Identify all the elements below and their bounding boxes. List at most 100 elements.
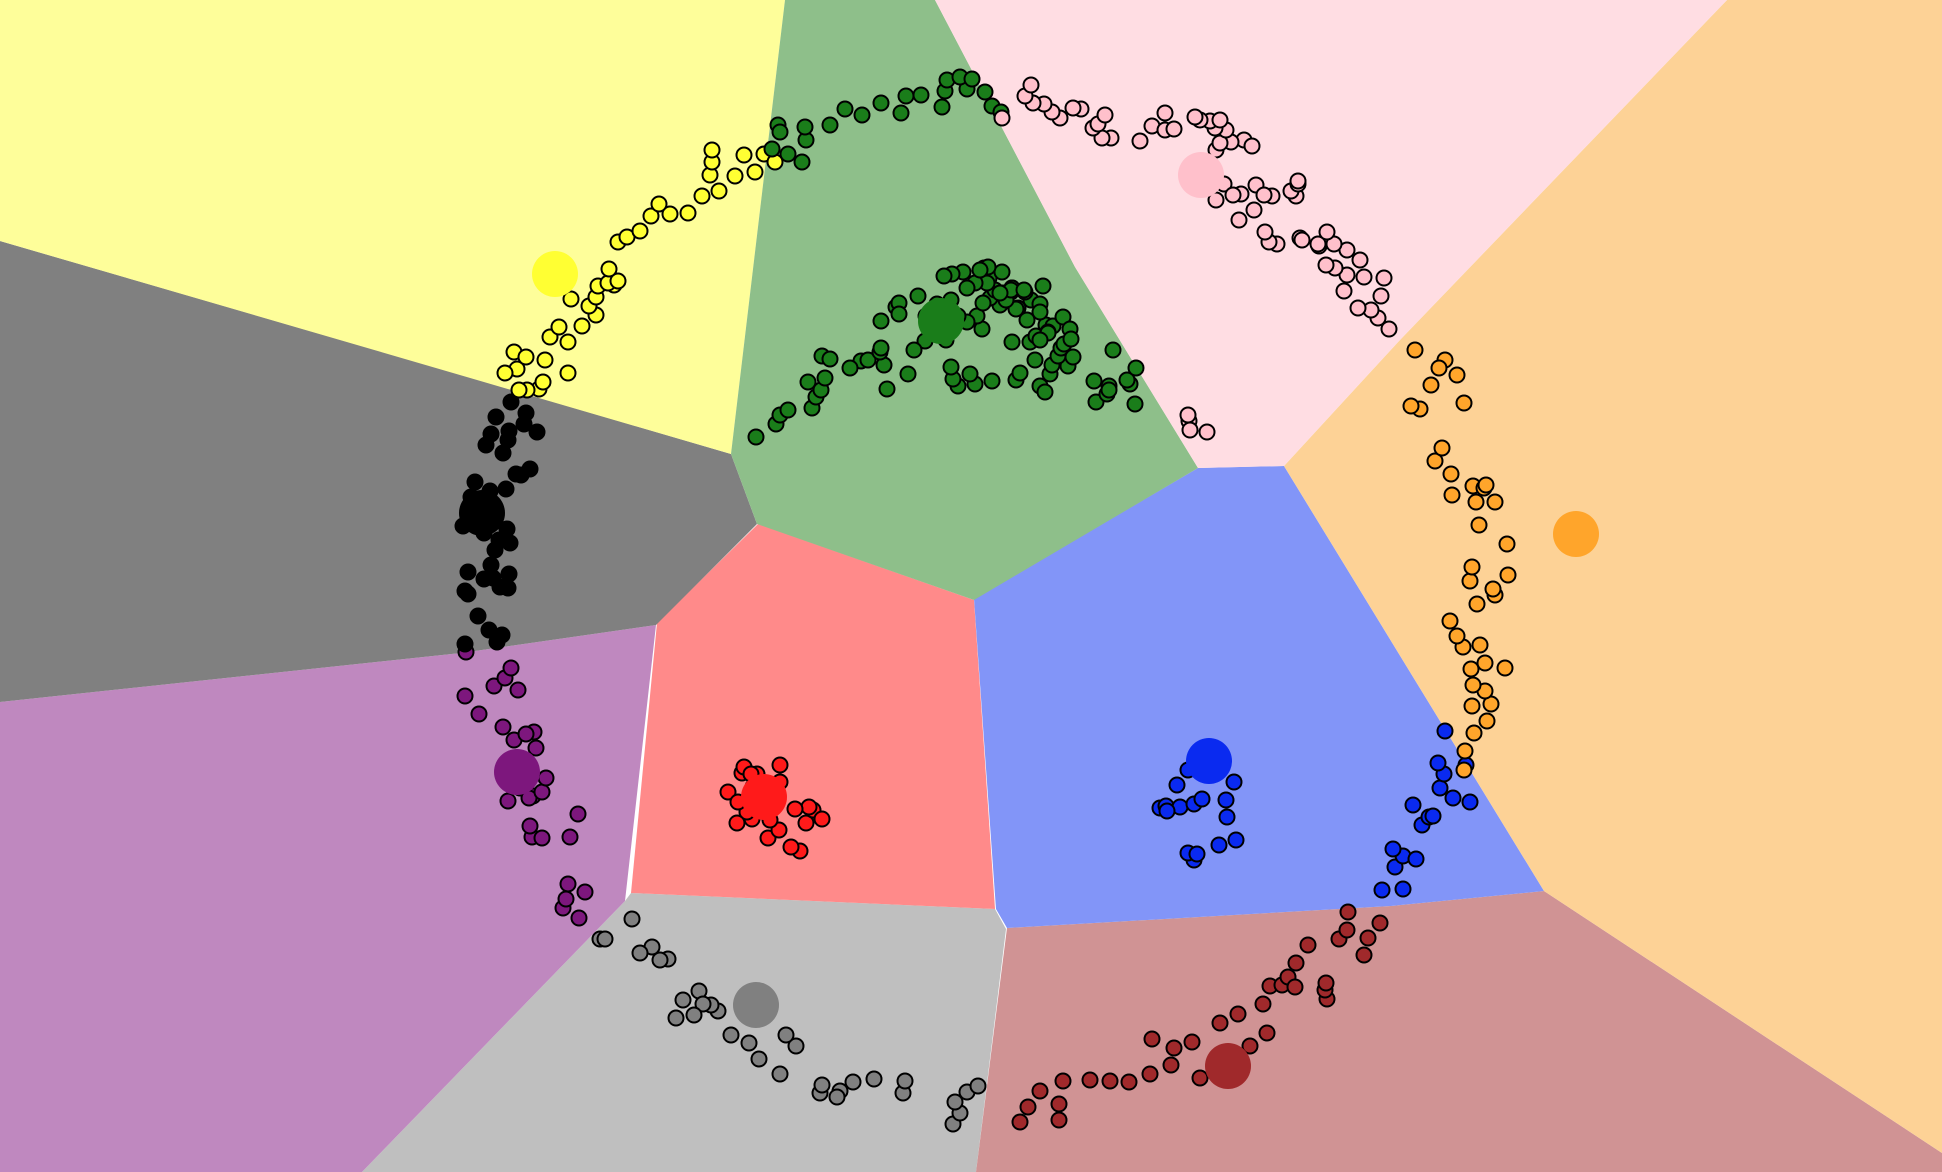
point-gray-10 xyxy=(828,1088,846,1106)
point-pink-11 xyxy=(1355,268,1373,286)
point-purple-3 xyxy=(576,883,594,901)
point-green-6 xyxy=(799,373,817,391)
point-orange-38 xyxy=(1406,341,1424,359)
centroid-yellow xyxy=(532,251,578,297)
point-red-13 xyxy=(719,783,737,801)
point-orange-29 xyxy=(1477,476,1495,494)
point-yellow-26 xyxy=(631,222,649,240)
point-gray-7 xyxy=(865,1070,883,1088)
point-green-33 xyxy=(1064,348,1082,366)
point-yellow-11 xyxy=(559,333,577,351)
point-yellow-14 xyxy=(550,318,568,336)
point-green-112 xyxy=(821,116,839,134)
region-orange xyxy=(1284,0,1942,1153)
point-orange-39 xyxy=(1430,359,1448,377)
point-purple-9 xyxy=(521,817,539,835)
point-orange-27 xyxy=(1467,493,1485,511)
point-green-118 xyxy=(897,87,915,105)
cluster-centroids xyxy=(459,152,1599,1089)
point-brown-11 xyxy=(1165,1039,1183,1057)
point-black-11 xyxy=(499,579,517,597)
point-black-35 xyxy=(500,422,518,440)
point-yellow-23 xyxy=(600,260,618,278)
point-yellow-34 xyxy=(726,167,744,185)
point-green-114 xyxy=(853,106,871,124)
point-pink-41 xyxy=(1243,137,1261,155)
point-purple-22 xyxy=(456,687,474,705)
region-blue xyxy=(974,466,1544,928)
point-orange-8 xyxy=(1462,660,1480,678)
point-orange-35 xyxy=(1422,376,1440,394)
point-black-0 xyxy=(456,635,474,653)
point-green-104 xyxy=(1015,281,1033,299)
point-blue-30 xyxy=(1461,793,1479,811)
point-brown-2 xyxy=(1050,1111,1068,1129)
point-green-30 xyxy=(1026,351,1044,369)
point-green-82 xyxy=(872,312,890,330)
point-green-81 xyxy=(890,305,908,323)
point-green-100 xyxy=(971,261,989,279)
point-green-28 xyxy=(1011,364,1029,382)
point-yellow-32 xyxy=(710,182,728,200)
point-red-4 xyxy=(797,814,815,832)
point-orange-36 xyxy=(1448,366,1466,384)
point-orange-22 xyxy=(1470,516,1488,534)
point-purple-8 xyxy=(569,805,587,823)
point-gray-32 xyxy=(596,930,614,948)
point-black-13 xyxy=(482,556,500,574)
point-green-70 xyxy=(1031,303,1049,321)
point-yellow-15 xyxy=(562,290,580,308)
point-brown-32 xyxy=(1359,929,1377,947)
point-blue-25 xyxy=(1424,807,1442,825)
centroid-blue xyxy=(1186,738,1232,784)
point-pink-8 xyxy=(1335,282,1353,300)
point-black-6 xyxy=(459,585,477,603)
point-green-10 xyxy=(878,380,896,398)
point-yellow-29 xyxy=(650,195,668,213)
point-gray-6 xyxy=(896,1072,914,1090)
point-green-116 xyxy=(892,104,910,122)
point-blue-8 xyxy=(1158,802,1176,820)
centroid-orange xyxy=(1553,511,1599,557)
point-brown-7 xyxy=(1101,1072,1119,1090)
region-purple xyxy=(0,625,656,1172)
point-gray-23 xyxy=(674,991,692,1009)
point-brown-14 xyxy=(1183,1033,1201,1051)
point-brown-19 xyxy=(1258,1024,1276,1042)
point-green-15 xyxy=(821,350,839,368)
point-yellow-9 xyxy=(536,351,554,369)
point-green-38 xyxy=(1126,395,1144,413)
point-brown-12 xyxy=(1162,1056,1180,1074)
point-pink-20 xyxy=(1318,223,1336,241)
point-red-8 xyxy=(786,800,804,818)
point-brown-13 xyxy=(1191,1069,1209,1087)
point-pink-51 xyxy=(1131,132,1149,150)
point-purple-7 xyxy=(561,828,579,846)
point-green-117 xyxy=(933,98,951,116)
point-green-13 xyxy=(859,351,877,369)
point-pink-28 xyxy=(1207,191,1225,209)
point-blue-27 xyxy=(1431,779,1449,797)
point-black-39 xyxy=(502,393,520,411)
point-blue-33 xyxy=(1436,722,1454,740)
point-green-113 xyxy=(836,100,854,118)
point-pink-10 xyxy=(1375,269,1393,287)
point-pink-67 xyxy=(1022,76,1040,94)
point-red-21 xyxy=(771,756,789,774)
point-purple-16 xyxy=(527,739,545,757)
point-green-119 xyxy=(912,86,930,104)
point-gray-4 xyxy=(946,1093,964,1111)
point-black-30 xyxy=(521,460,539,478)
point-brown-17 xyxy=(1241,1037,1259,1055)
point-blue-21 xyxy=(1384,840,1402,858)
point-blue-15 xyxy=(1225,773,1243,791)
point-black-40 xyxy=(517,404,535,422)
point-purple-26 xyxy=(502,659,520,677)
centroid-brown xyxy=(1205,1043,1251,1089)
point-yellow-27 xyxy=(642,207,660,225)
point-yellow-36 xyxy=(735,146,753,164)
point-orange-33 xyxy=(1402,397,1420,415)
point-black-27 xyxy=(497,480,515,498)
point-green-8 xyxy=(816,369,834,387)
